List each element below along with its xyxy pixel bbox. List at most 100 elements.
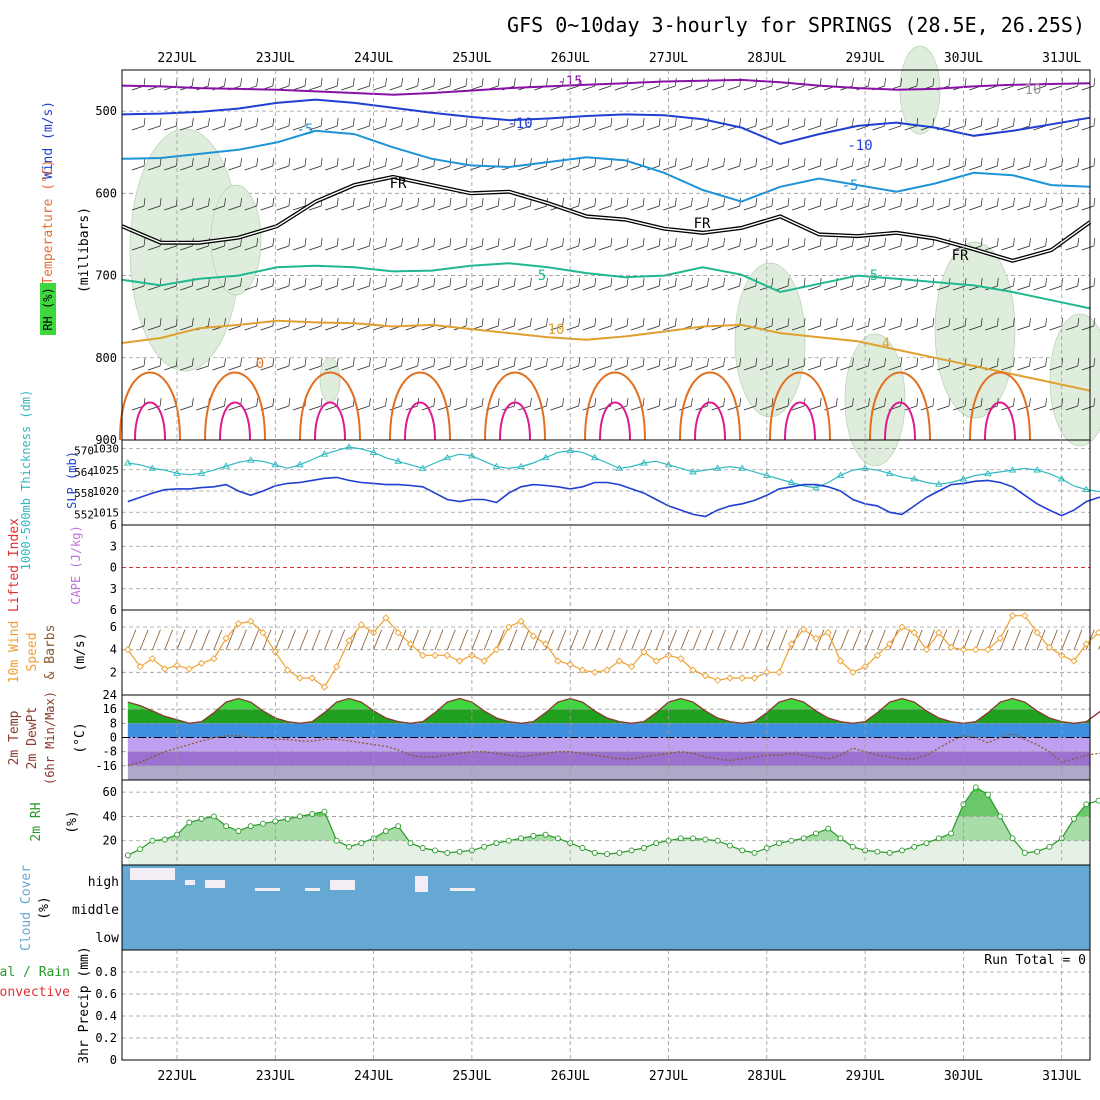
barb-shaft [341, 125, 354, 131]
barb-shaft [727, 85, 740, 91]
wind-barb [260, 157, 275, 171]
barb-shaft [550, 165, 563, 171]
wind-marker [836, 657, 845, 665]
barb-shaft [1081, 285, 1095, 291]
wind-barb [808, 277, 822, 291]
contour-label: 5 [538, 268, 546, 284]
panel-frame [121, 609, 1091, 696]
rh-marker [849, 843, 856, 850]
barb-shaft [679, 85, 692, 91]
temp-tick: -16 [95, 759, 117, 773]
barb-shaft [502, 365, 515, 371]
wind-barb [904, 317, 919, 331]
barb-shaft [566, 325, 579, 331]
barb-flag [996, 117, 999, 127]
contour-15 [299, 371, 361, 441]
rh-marker [542, 831, 549, 838]
wind-barb [1081, 77, 1096, 91]
barb-flag [594, 237, 597, 247]
rh-marker [223, 823, 230, 830]
barb-flag [755, 397, 758, 407]
contour-line [121, 129, 1091, 203]
barb-flag [658, 357, 661, 367]
barb-shaft [1065, 325, 1078, 331]
barb-shaft [373, 165, 386, 171]
wind-barb [614, 357, 629, 371]
wind-barb [904, 277, 919, 291]
rh-marker [751, 849, 758, 856]
barb-shaft [614, 365, 628, 371]
barb-shaft [1081, 165, 1095, 171]
axis-title: Speed [25, 632, 40, 671]
barb-shaft [453, 245, 467, 251]
barb-flag [819, 237, 822, 247]
barb-shaft [1033, 365, 1046, 371]
barb-shaft [164, 325, 177, 331]
barb-shaft [469, 85, 483, 91]
barb-flag [787, 237, 790, 247]
barb-shaft [936, 245, 950, 251]
wind-barb [260, 277, 275, 291]
barb-flag [513, 77, 516, 87]
wind-barb [453, 237, 468, 251]
wind-barb [614, 197, 629, 211]
wind-barb [1065, 197, 1080, 211]
wind-barb [421, 197, 436, 211]
barb-shaft [663, 365, 676, 371]
wind-barb [131, 317, 146, 331]
barb-shaft [325, 405, 338, 411]
temp-tick: 24 [103, 688, 117, 702]
thickness-marker [1033, 466, 1041, 473]
barb-shaft [566, 285, 579, 291]
cloud-gap [130, 868, 175, 880]
pressure-tick: 700 [95, 269, 117, 283]
barb-shaft [985, 165, 998, 171]
wind-barb [486, 197, 500, 211]
rh-marker [210, 813, 217, 820]
barb-shaft [373, 365, 386, 371]
barb-flag [433, 397, 436, 407]
barb-flag [562, 237, 564, 247]
barb-shaft [872, 205, 885, 211]
wind-barb [877, 629, 886, 650]
barb-flag [481, 317, 484, 327]
precip-tick: 0.4 [95, 1009, 117, 1023]
barb-shaft [534, 365, 547, 371]
wind-barb [985, 117, 999, 131]
barb-shaft [405, 245, 418, 251]
barb-flag [369, 277, 371, 287]
wind-barb [598, 197, 613, 211]
wind-barb [469, 357, 484, 371]
barb-shaft [244, 325, 257, 331]
axis-title: & Barbs [43, 625, 58, 680]
barb-flag [224, 357, 226, 367]
wind-barb [324, 629, 333, 650]
barb-flag [352, 77, 355, 87]
barb-shaft [1017, 205, 1030, 211]
barb-shaft [1065, 365, 1078, 371]
barb-shaft [260, 365, 273, 371]
wind-barb [766, 629, 776, 650]
wind-barb [631, 629, 641, 650]
barb-flag [143, 277, 146, 287]
wind-marker [1033, 629, 1041, 637]
wind-barb [180, 197, 194, 211]
wind-barb [437, 197, 452, 211]
wind-barb [1073, 629, 1083, 650]
rh-marker [444, 849, 451, 856]
barb-shaft [212, 205, 225, 211]
barb-flag [594, 157, 597, 167]
wind-barb [969, 157, 983, 171]
barb-flag [852, 117, 854, 127]
barb-flag [980, 397, 983, 407]
precip-tick: 0 [110, 1053, 117, 1067]
wind-marker [234, 619, 243, 628]
wind-barb [999, 629, 1009, 650]
rh-band [127, 787, 1090, 793]
wind-barb [292, 237, 307, 251]
barb-flag [578, 357, 581, 367]
barb-shaft [856, 205, 869, 211]
barb-flag [610, 277, 613, 287]
wind-barb [389, 397, 403, 411]
